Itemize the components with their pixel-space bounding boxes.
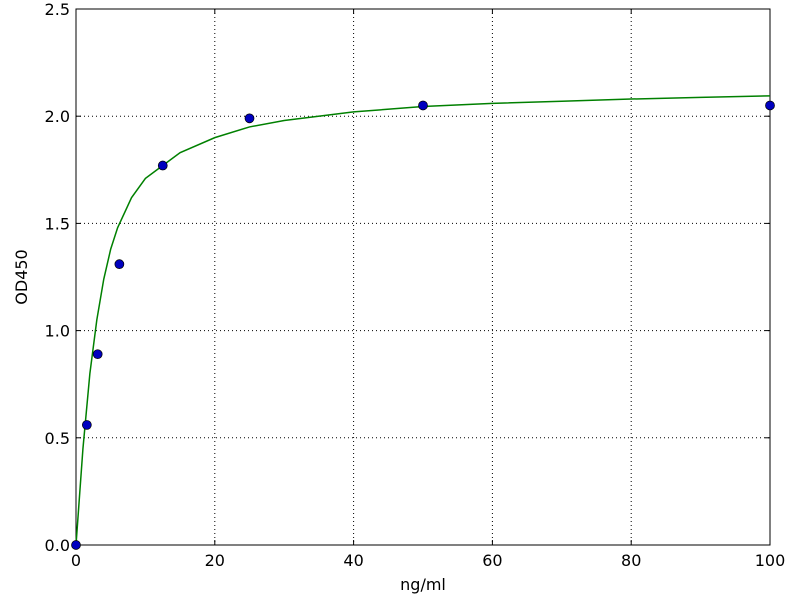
x-tick-label: 0 <box>71 551 81 570</box>
data-point <box>418 100 428 111</box>
y-tick-label: 2.0 <box>45 107 70 126</box>
plot-frame <box>75 8 771 546</box>
data-point <box>81 420 92 430</box>
data-point <box>244 113 255 124</box>
y-tick-label: 2.5 <box>45 0 70 19</box>
x-axis-label: ng/ml <box>400 575 446 594</box>
data-point <box>92 349 103 360</box>
y-tick-label: 1.0 <box>45 322 70 341</box>
data-point <box>114 259 125 269</box>
data-point <box>71 540 81 550</box>
x-tick-label: 40 <box>343 551 363 570</box>
fit-curve <box>75 95 771 546</box>
x-tick-label: 20 <box>205 551 225 570</box>
data-point <box>765 100 775 111</box>
y-tick-label: 0.0 <box>45 536 70 555</box>
x-tick-label: 60 <box>482 551 502 570</box>
data-point <box>157 160 168 171</box>
y-tick-label: 0.5 <box>45 429 70 448</box>
y-axis-label: OD450 <box>12 249 31 304</box>
x-tick-label: 100 <box>755 551 786 570</box>
y-tick-label: 1.5 <box>45 214 70 233</box>
x-tick-label: 80 <box>621 551 641 570</box>
